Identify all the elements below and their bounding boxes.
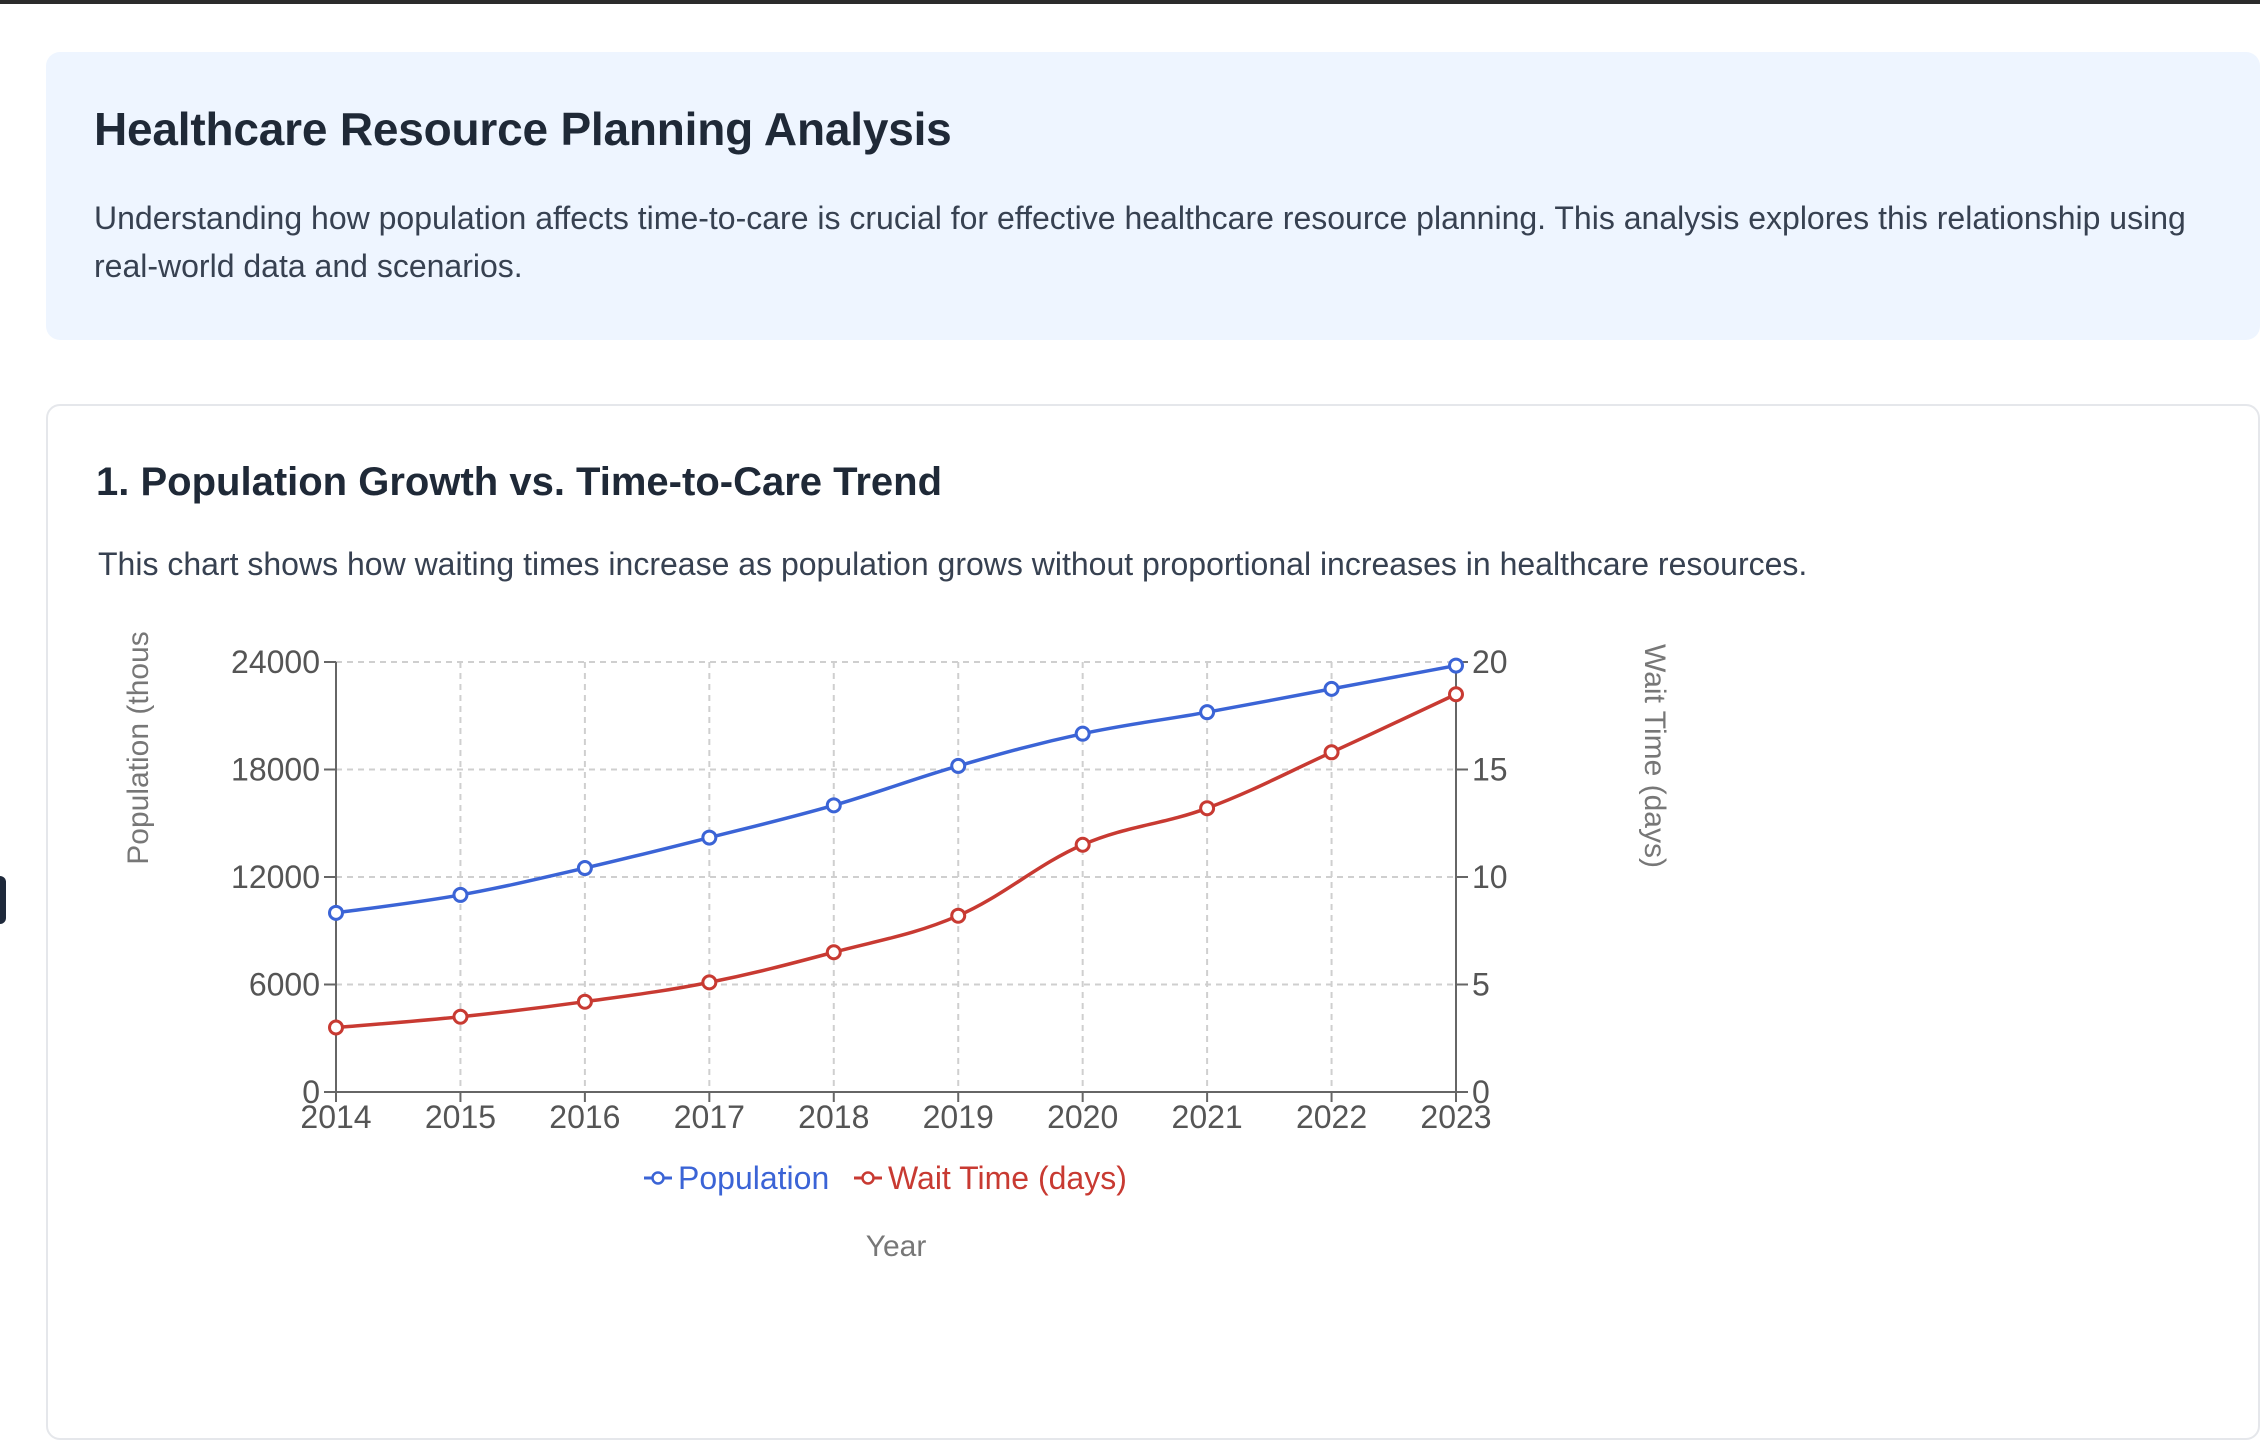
- x-tick-label: 2022: [1296, 1099, 1367, 1135]
- data-point-population: [1323, 680, 1340, 697]
- y-right-tick-label: 15: [1472, 752, 1508, 788]
- legend-item-wait-time[interactable]: Wait Time (days): [854, 1160, 1127, 1196]
- x-axis-label: Year: [866, 1230, 927, 1263]
- legend-label: Population: [678, 1160, 829, 1196]
- legend-label: Wait Time (days): [888, 1160, 1127, 1196]
- intro-description: Understanding how population affects tim…: [94, 200, 2186, 284]
- x-tick-label: 2019: [923, 1099, 994, 1135]
- x-tick-label: 2023: [1420, 1099, 1491, 1135]
- y-right-tick-label: 20: [1472, 644, 1508, 680]
- legend-swatch-marker: [861, 1171, 875, 1185]
- data-point-wait-time: [1074, 836, 1091, 853]
- data-point-wait-time: [1323, 744, 1340, 761]
- data-point-wait-time: [950, 907, 967, 924]
- data-point-population: [950, 757, 967, 774]
- chart-axes: 0 6000 12000 18000 24000 0 5 10 15 20 2014 2015 2016…: [231, 644, 1508, 1135]
- x-tick-label: 2017: [674, 1099, 745, 1135]
- chart-grid: [336, 661, 1456, 1092]
- y-right-tick-label: 0: [1472, 1074, 1490, 1110]
- page-title: Healthcare Resource Planning Analysis: [94, 103, 952, 155]
- y-left-tick-label: 0: [302, 1074, 320, 1110]
- series-line-population: [335, 663, 1457, 915]
- y-right-tick-label: 5: [1472, 967, 1490, 1003]
- y-axis-right-label: Wait Time (days): [1638, 644, 1671, 868]
- data-point-wait-time: [1199, 800, 1216, 817]
- data-point-wait-time: [328, 1019, 344, 1036]
- x-tick-label: 2014: [300, 1099, 371, 1135]
- x-tick-label: 2016: [549, 1099, 620, 1135]
- y-left-tick-label: 12000: [231, 859, 320, 895]
- data-point-population: [1199, 704, 1216, 721]
- data-point-wait-time: [452, 1008, 469, 1025]
- y-left-tick-label: 24000: [231, 644, 320, 680]
- data-point-population: [328, 904, 344, 921]
- x-tick-label: 2015: [425, 1099, 496, 1135]
- data-point-wait-time: [576, 993, 593, 1010]
- x-tick-label: 2020: [1047, 1099, 1118, 1135]
- series-line-wait-time: [335, 692, 1457, 1030]
- intro-panel: Healthcare Resource Planning Analysis Un…: [46, 52, 2260, 340]
- data-point-wait-time: [701, 974, 718, 991]
- chart-legend[interactable]: Population Wait Time (days): [644, 1160, 1127, 1196]
- data-point-population: [576, 860, 593, 877]
- chart-series: [328, 657, 1464, 1036]
- section-title: 1. Population Growth vs. Time-to-Care Tr…: [96, 460, 943, 504]
- y-axis-left-label: Population (thous: [122, 631, 155, 865]
- data-point-population: [1074, 725, 1091, 742]
- section-description: This chart shows how waiting times incre…: [98, 546, 1808, 582]
- window-top-border: [0, 0, 2260, 4]
- chart-card: 1. Population Growth vs. Time-to-Care Tr…: [46, 404, 2260, 1440]
- x-tick-label: 2018: [798, 1099, 869, 1135]
- x-tick-label: 2021: [1172, 1099, 1243, 1135]
- data-point-population: [825, 797, 842, 814]
- data-point-wait-time: [1448, 686, 1464, 703]
- data-point-population: [701, 829, 718, 846]
- data-point-population: [1448, 657, 1464, 674]
- y-right-tick-label: 10: [1472, 859, 1508, 895]
- legend-item-population[interactable]: Population: [644, 1160, 829, 1196]
- data-point-population: [452, 886, 469, 903]
- data-point-wait-time: [825, 944, 842, 961]
- y-left-tick-label: 18000: [231, 752, 320, 788]
- legend-swatch-marker: [651, 1171, 665, 1185]
- side-drawer-handle[interactable]: [0, 876, 6, 924]
- y-left-tick-label: 6000: [249, 967, 320, 1003]
